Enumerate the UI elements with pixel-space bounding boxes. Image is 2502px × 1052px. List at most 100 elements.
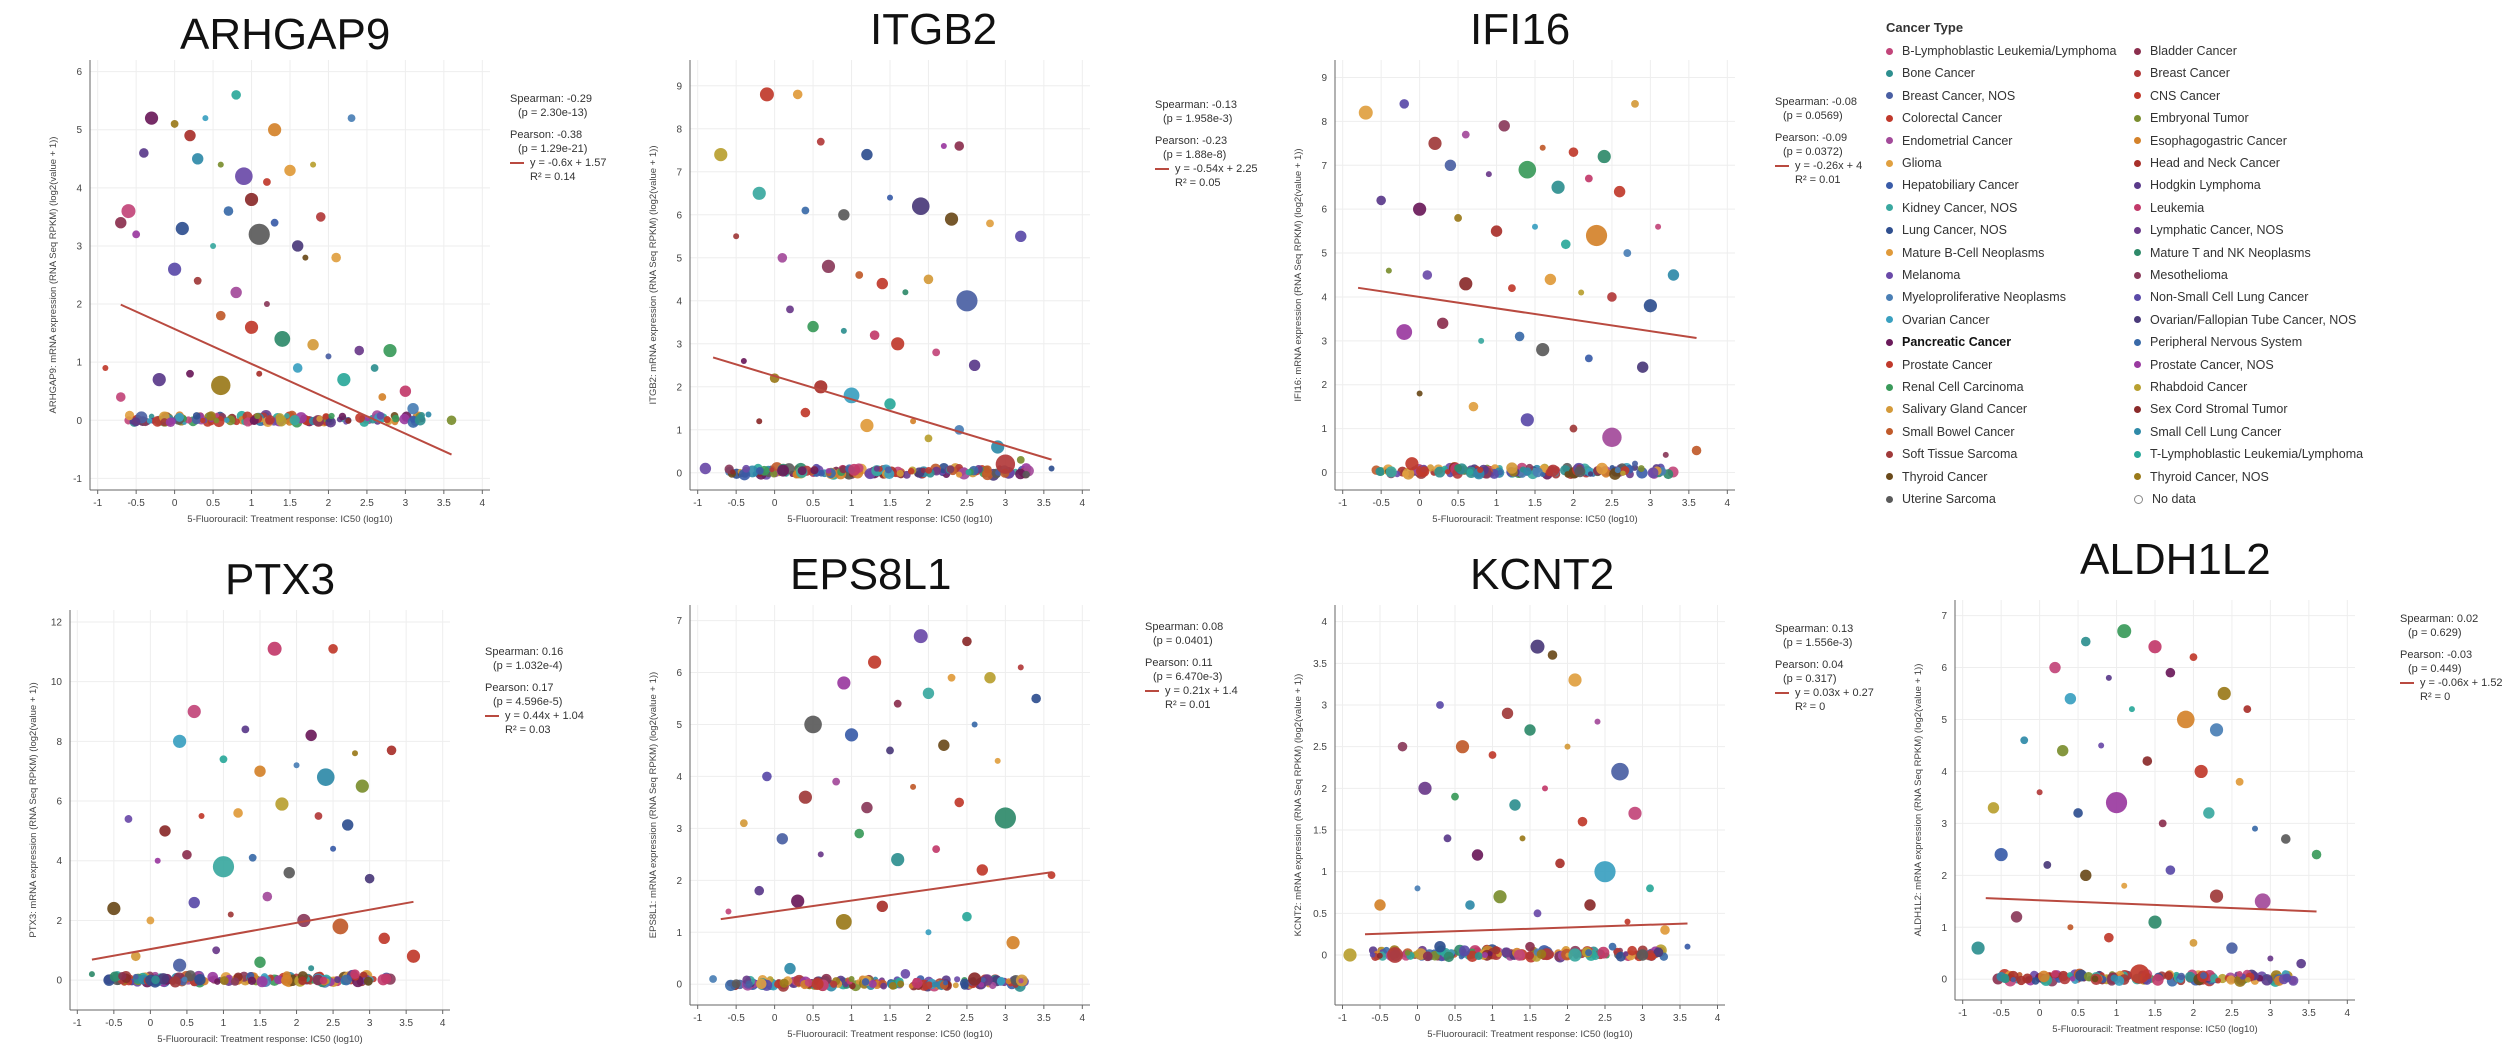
baseline-cluster-point <box>1450 468 1457 475</box>
baseline-cluster-point <box>872 976 879 983</box>
data-point <box>2189 653 2198 662</box>
x-tick-label: 1.5 <box>2148 1008 2162 1019</box>
fit-equation: y = -0.6x + 1.57 <box>530 157 607 169</box>
data-point <box>2121 882 2128 889</box>
baseline-cluster-point <box>1377 946 1384 954</box>
baseline-cluster-point <box>2243 976 2250 983</box>
baseline-cluster-point <box>2144 973 2152 980</box>
baseline-cluster-point <box>1620 466 1630 475</box>
baseline-cluster-point <box>2203 974 2212 983</box>
baseline-cluster-point <box>967 467 978 478</box>
baseline-cluster-point <box>153 976 163 987</box>
y-tick-label: 0.5 <box>1313 909 1327 920</box>
data-point <box>350 969 360 979</box>
baseline-cluster-point <box>1645 950 1656 961</box>
baseline-cluster-point <box>968 465 979 476</box>
baseline-cluster-point <box>2031 977 2040 985</box>
baseline-cluster-point <box>895 977 904 986</box>
baseline-cluster-point <box>360 978 367 984</box>
baseline-cluster-point <box>1385 950 1396 961</box>
y-tick-label: 2 <box>1321 784 1327 795</box>
fit-line-swatch <box>2400 682 2414 684</box>
baseline-cluster-point <box>2235 973 2247 984</box>
baseline-cluster-point <box>1414 949 1425 960</box>
y-tick-label: 0 <box>56 976 62 987</box>
baseline-cluster-point <box>874 979 880 985</box>
legend-color-dot <box>2134 293 2141 301</box>
x-tick-label: 2 <box>926 498 932 509</box>
baseline-cluster-point <box>2016 975 2026 986</box>
data-point <box>776 833 789 845</box>
baseline-cluster-point <box>825 468 836 479</box>
baseline-cluster-point <box>1568 467 1580 479</box>
baseline-cluster-point <box>2193 973 2205 986</box>
baseline-cluster-point <box>752 471 758 477</box>
data-point <box>840 327 847 334</box>
baseline-cluster-point <box>1480 946 1491 957</box>
baseline-cluster-point <box>746 978 759 990</box>
baseline-cluster-point <box>861 978 870 986</box>
baseline-cluster-point <box>312 972 325 985</box>
baseline-cluster-point <box>977 464 987 474</box>
baseline-cluster-point <box>878 468 889 479</box>
legend-item-label: Hodgkin Lymphoma <box>2150 178 2261 193</box>
pearson-p-value: (p = 0.449) <box>2408 663 2462 675</box>
baseline-cluster-point <box>858 978 870 989</box>
r-squared: R² = 0 <box>1795 701 1826 713</box>
baseline-cluster-point <box>864 974 874 985</box>
y-tick-label: 3 <box>1321 701 1327 712</box>
baseline-cluster-point <box>1482 465 1494 478</box>
data-point <box>962 636 972 647</box>
y-tick-label: 2 <box>1321 380 1327 391</box>
legend-item: Glioma <box>1886 156 1942 170</box>
data-point <box>159 825 171 837</box>
baseline-cluster-point <box>1450 463 1462 475</box>
baseline-cluster-point <box>868 466 881 479</box>
baseline-cluster-point <box>933 980 944 990</box>
baseline-cluster-point <box>1012 981 1019 988</box>
data-point <box>1422 270 1433 280</box>
data-point <box>1520 413 1534 427</box>
y-axis-title: KCNT2: mRNA expression (RNA Seq RPKM) (l… <box>1293 674 1304 937</box>
y-tick-label: 5 <box>1321 249 1327 260</box>
x-tick-label: 4 <box>440 1018 446 1029</box>
baseline-cluster-point <box>1480 953 1487 960</box>
baseline-cluster-point <box>1477 951 1485 960</box>
fit-equation-row: y = -0.06x + 1.52 <box>2400 676 2502 690</box>
baseline-cluster-point <box>1458 945 1470 957</box>
baseline-cluster-point <box>1433 464 1444 475</box>
data-point <box>1015 230 1027 242</box>
baseline-cluster-point <box>2040 973 2047 980</box>
data-point <box>2142 756 2153 766</box>
legend-item-label: Breast Cancer <box>2150 66 2230 81</box>
baseline-cluster-point <box>2187 969 2198 980</box>
baseline-cluster-point <box>1471 467 1480 476</box>
x-tick-label: 2.5 <box>1598 1013 1612 1024</box>
x-tick-label: -1 <box>693 498 702 509</box>
y-tick-label: 2 <box>1941 871 1947 882</box>
baseline-cluster-point <box>158 975 171 988</box>
baseline-cluster-point <box>319 976 328 985</box>
baseline-cluster-point <box>872 980 882 990</box>
baseline-cluster-point <box>1434 953 1442 961</box>
baseline-cluster-point <box>2226 975 2236 985</box>
x-tick-label: 1 <box>849 498 855 509</box>
baseline-cluster-point <box>830 980 838 988</box>
data-point <box>2311 849 2322 860</box>
data-point <box>1017 664 1024 671</box>
baseline-cluster-point <box>2105 974 2114 983</box>
y-axis-title: EPS8L1: mRNA expression (RNA Seq RPKM) (… <box>648 672 659 938</box>
x-tick-label: 2 <box>2191 1008 2197 1019</box>
baseline-cluster-point <box>1632 950 1642 959</box>
legend-color-dot <box>2134 494 2143 504</box>
baseline-cluster-point <box>756 469 764 477</box>
baseline-cluster-point <box>1402 467 1415 480</box>
baseline-cluster-point <box>942 470 951 479</box>
baseline-cluster-point <box>247 976 257 985</box>
baseline-cluster-point <box>1406 951 1415 960</box>
baseline-cluster-point <box>1375 467 1385 476</box>
baseline-cluster-point <box>756 978 769 990</box>
baseline-cluster-point <box>1572 464 1584 476</box>
baseline-cluster-point <box>2091 975 2099 983</box>
baseline-cluster-point <box>1554 951 1566 963</box>
